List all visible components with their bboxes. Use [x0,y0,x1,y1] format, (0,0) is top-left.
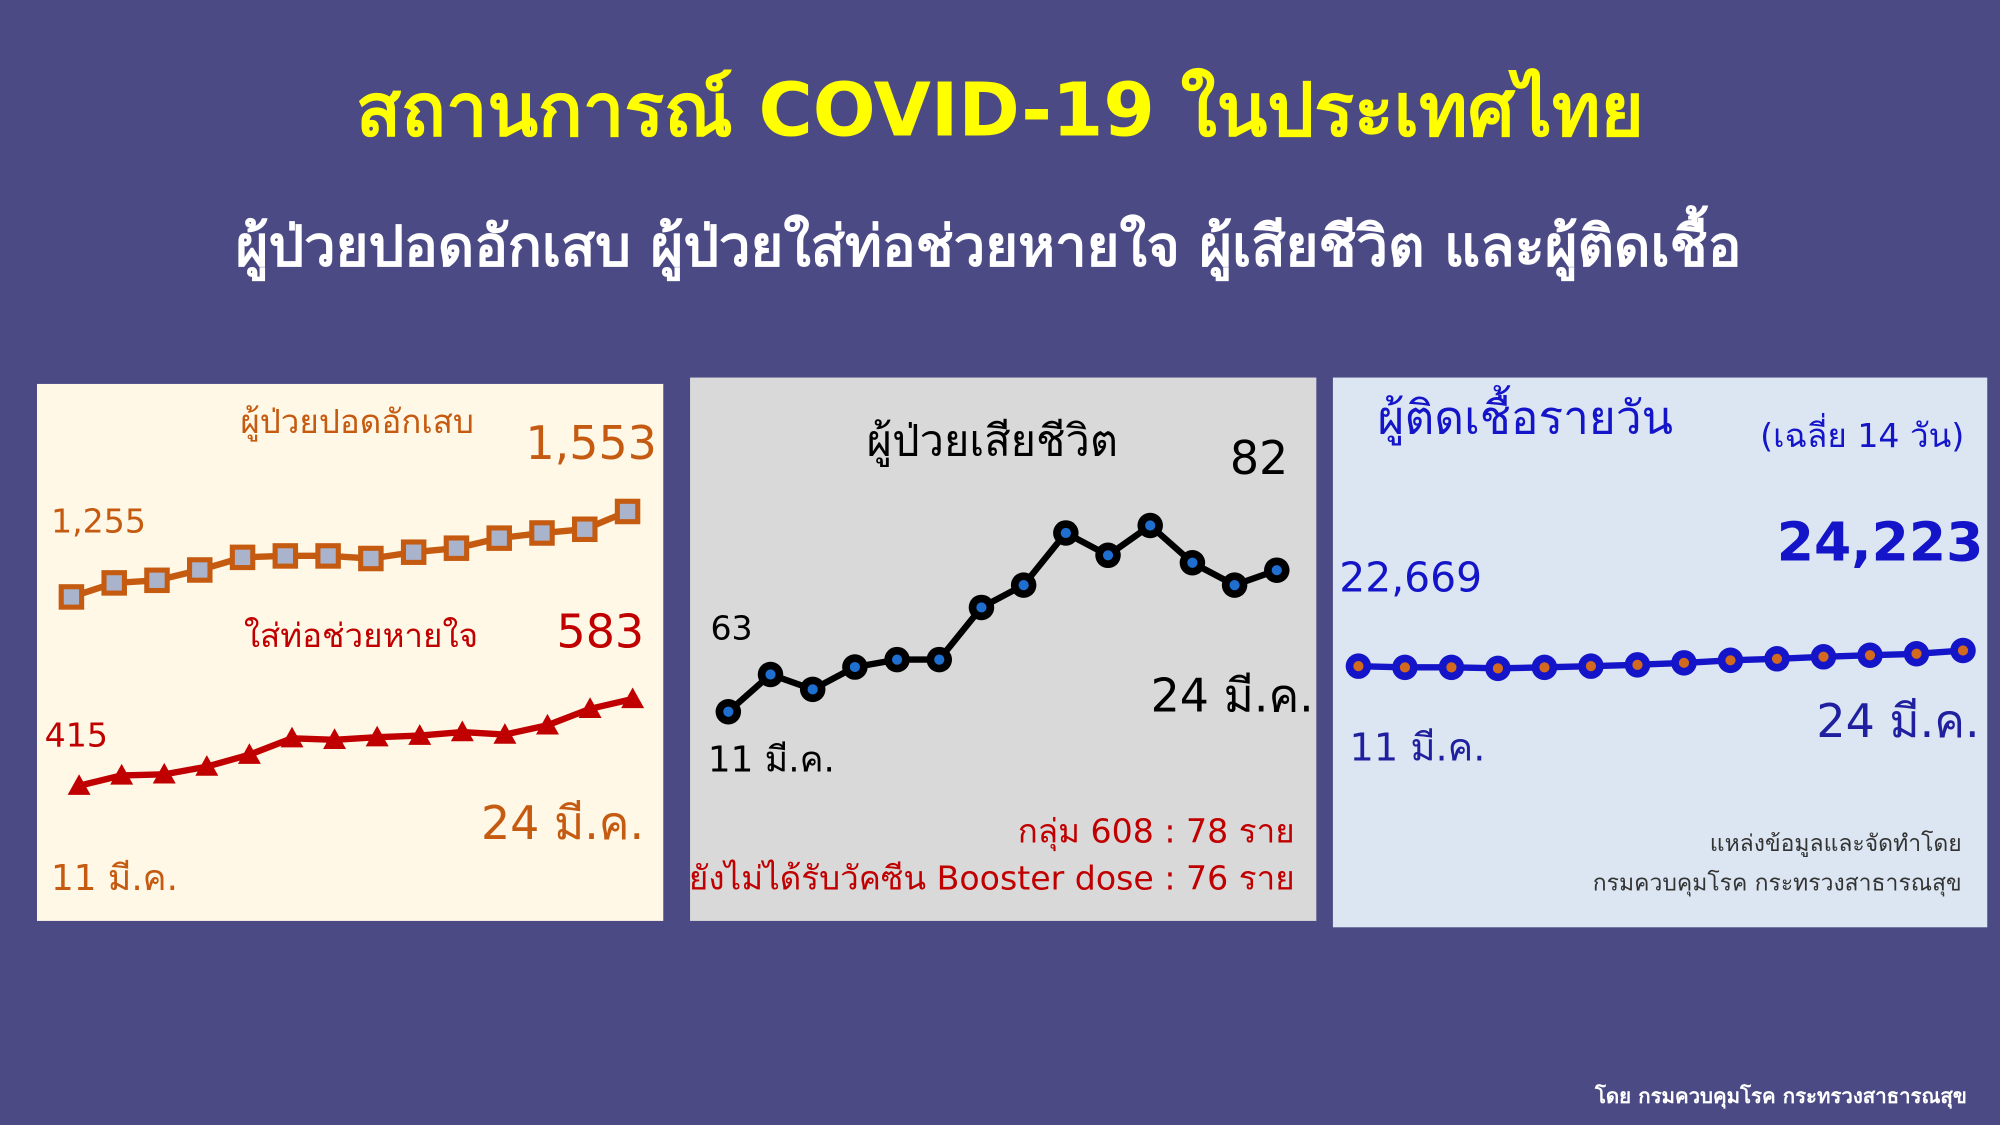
marker-dot [1771,653,1783,664]
marker-dot [1145,520,1156,531]
value-label: 1,553 [525,416,656,470]
value-label: 24,223 [1777,511,1984,574]
marker-dot [1818,651,1829,662]
marker-dot [1102,550,1114,561]
note: แหล่งข้อมูลและจัดทำโดย [1710,830,1962,857]
value-label: 1,255 [51,501,146,540]
marker [529,520,555,546]
marker-dot [1632,659,1643,670]
series-name: ผู้ป่วยปอดอักเสบ [240,402,474,442]
marker-dot [891,654,903,665]
value-label: 22,669 [1339,553,1482,601]
marker [443,535,470,561]
marker-dot [1585,661,1597,672]
x-tick-label: 24 มี.ค. [1151,668,1314,722]
marker [614,498,641,525]
chart-title: ผู้ป่วยเสียชีวิต [867,416,1118,467]
marker-dot [976,602,987,613]
series-name: ใส่ท่อช่วยหายใจ [244,616,478,655]
panel [690,377,1317,921]
marker [58,584,85,610]
marker-dot [1018,580,1029,591]
marker-dot [1446,662,1457,673]
marker [400,539,427,565]
marker [152,762,176,784]
marker [272,543,299,569]
x-tick-label: 11 มี.ค. [708,739,835,780]
marker [187,557,213,583]
marker [578,697,602,718]
marker [358,545,384,572]
marker [323,728,347,749]
note: ยังไม่ได้รับวัคซีน Booster dose : 76 ราย [689,859,1295,898]
note: กรมควบคุมโรค กระทรวงสาธารณสุข [1593,869,1962,896]
marker [450,720,474,742]
marker-dot [807,684,818,695]
chart-title: ผู้ติดเชื้อรายวัน [1378,384,1673,445]
marker [280,726,304,748]
marker-dot [765,669,776,680]
marker [572,516,598,543]
marker-dot [934,654,945,665]
panel [36,383,664,921]
marker [486,525,512,551]
marker [493,723,517,744]
marker [195,755,219,776]
marker-dot [1864,650,1876,661]
x-tick-label: 24 มี.ค. [481,796,644,850]
marker [365,725,389,747]
value-label: 82 [1230,431,1288,485]
marker-dot [1187,557,1198,568]
x-tick-label: 24 มี.ค. [1816,694,1979,748]
value-label: 583 [557,605,645,659]
marker-dot [849,661,860,673]
footer: โดย กรมควบคุมโรค กระทรวงสาธารณสุข [1594,1083,1967,1109]
marker-dot [1911,648,1922,659]
note: กลุ่ม 608 : 78 ราย [1018,811,1295,851]
value-label: 63 [710,609,752,648]
marker [101,570,127,596]
marker-dot [1271,565,1282,576]
x-tick-label: 11 มี.ค. [1349,726,1485,771]
marker-dot [1399,662,1411,673]
marker [67,774,91,795]
page-subtitle: ผู้ป่วยปอดอักเสบ ผู้ป่วยใส่ท่อช่วยหายใจ … [236,205,1742,282]
marker [144,567,170,594]
marker-dot [1353,661,1364,672]
marker-dot [1678,657,1690,668]
marker-dot [723,706,734,717]
marker [408,724,432,745]
value-label: 415 [45,716,108,755]
page-title: สถานการณ์ COVID-19 ในประเทศไทย [356,66,1644,153]
marker-dot [1539,662,1550,673]
marker [621,687,645,709]
marker [536,713,559,735]
marker [237,743,261,764]
x-tick-label: 11 มี.ค. [51,858,178,899]
marker [229,544,256,571]
marker-dot [1229,580,1240,591]
marker [315,543,341,569]
marker [110,763,134,785]
marker-dot [1492,663,1504,674]
marker-dot [1060,527,1071,539]
chart-subtitle: (เฉลี่ย 14 วัน) [1760,413,1964,455]
marker-dot [1725,655,1736,666]
marker-dot [1957,645,1969,656]
